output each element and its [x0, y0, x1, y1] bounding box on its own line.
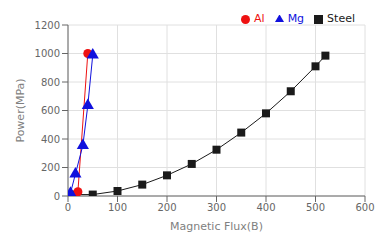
svg-text:600: 600 — [355, 202, 374, 213]
svg-text:400: 400 — [41, 134, 60, 145]
svg-text:800: 800 — [41, 77, 60, 88]
html-text:Al: Al — [254, 12, 265, 25]
svg-text:1200: 1200 — [35, 20, 60, 31]
svg-text:0: 0 — [54, 191, 60, 202]
svg-text:200: 200 — [41, 162, 60, 173]
svg-text:300: 300 — [207, 202, 226, 213]
svg-text:200: 200 — [157, 202, 176, 213]
svg-text:400: 400 — [256, 202, 275, 213]
html-text:Mg: Mg — [287, 12, 305, 25]
svg-text:1000: 1000 — [35, 48, 60, 59]
svg-text:0: 0 — [65, 202, 71, 213]
svg-text:Power(MPa): Power(MPa) — [14, 78, 27, 142]
html-text:Steel: Steel — [327, 12, 355, 25]
svg-text:600: 600 — [41, 105, 60, 116]
svg-text:Magnetic Flux(B): Magnetic Flux(B) — [170, 220, 263, 233]
svg-text:100: 100 — [108, 202, 127, 213]
svg-text:500: 500 — [306, 202, 325, 213]
